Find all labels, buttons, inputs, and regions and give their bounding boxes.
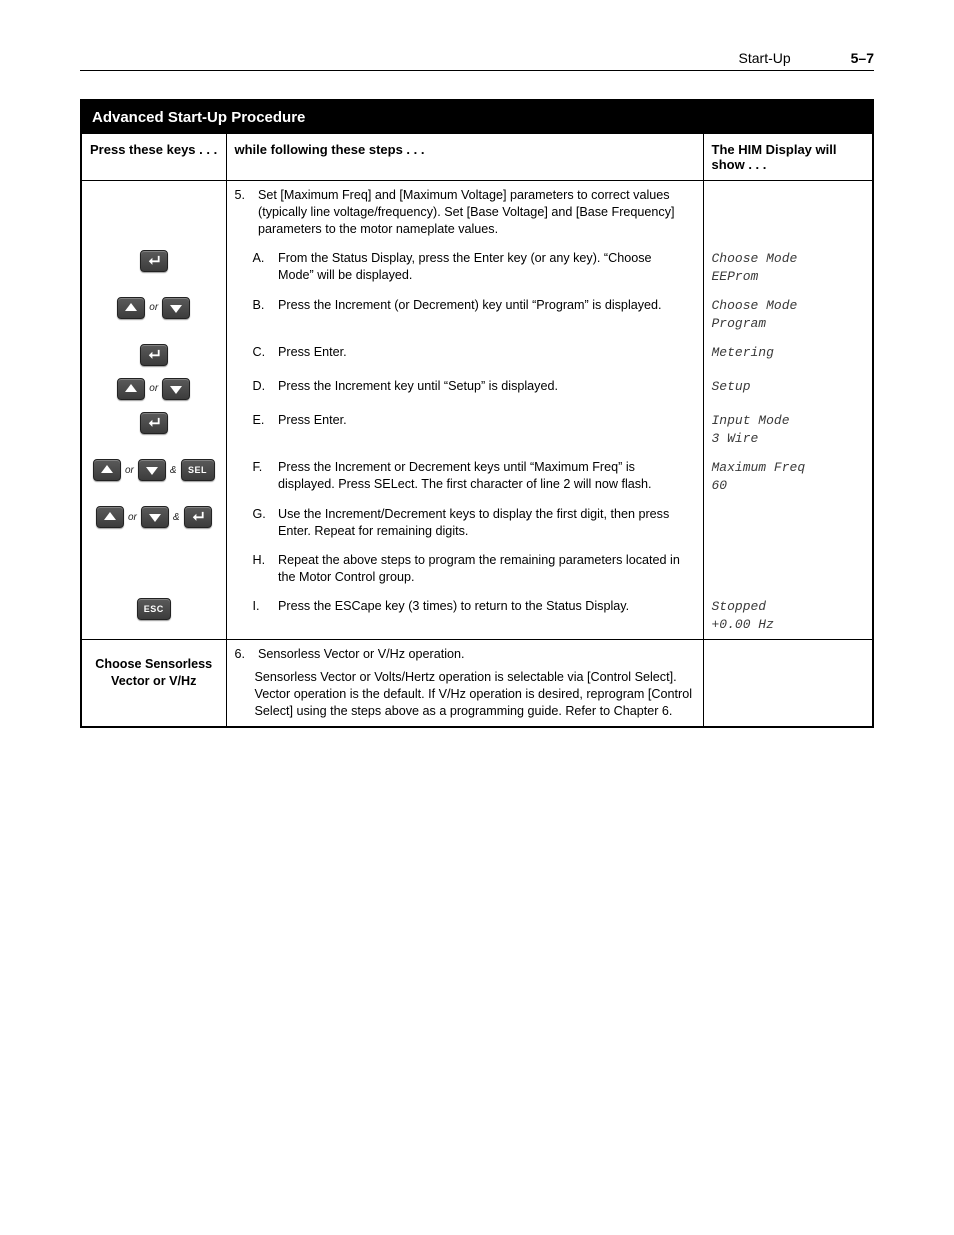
substep-text: Press Enter. [278,412,690,429]
substep-letter: A. [253,250,275,267]
step-intro-text: Set [Maximum Freq] and [Maximum Voltage]… [258,187,694,238]
up-key-icon [117,378,145,400]
table-header-row: Press these keys . . . while following t… [81,134,873,181]
step-number: 6. [235,646,255,663]
table-row: or D. Press the Increment key until “Set… [81,372,873,406]
down-key-icon [138,459,166,481]
manual-page: Start-Up 5–7 Advanced Start-Up Procedure… [0,0,954,778]
step-title: Sensorless Vector or V/Hz operation. [258,646,694,663]
sel-key-icon: SEL [181,459,215,481]
substep-letter: H. [253,552,275,569]
display-line: 3 Wire [712,430,865,448]
display-line: Metering [712,344,865,362]
choose-sensorless-label: Choose Sensorless Vector or V/Hz [90,656,218,690]
substep-text: Press the Increment (or Decrement) key u… [278,297,690,314]
substep-letter: B. [253,297,275,314]
key-group-up-down: or [90,297,218,319]
substep-text: Use the Increment/Decrement keys to disp… [278,506,690,540]
display-line: Program [712,315,865,333]
down-key-icon [141,506,169,528]
table-row: or B. Press the Increment (or Decrement)… [81,291,873,338]
enter-key-icon [140,412,168,434]
key-group-up-down: or [90,378,218,400]
substep-text: From the Status Display, press the Enter… [278,250,690,284]
enter-key-icon [184,506,212,528]
or-label: or [125,464,134,478]
header-page-number: 5–7 [851,50,874,66]
key-group-enter [90,344,218,366]
table-row: H. Repeat the above steps to program the… [81,546,873,592]
table-row: C. Press Enter. Metering [81,338,873,372]
display-line: Choose Mode [712,297,865,315]
table-row: ESC I. Press the ESCape key (3 times) to… [81,592,873,640]
table-row: or & G. Use the Increment/Decrement keys… [81,500,873,546]
key-group-up-down-sel: or & SEL [90,459,218,481]
or-label: or [128,511,137,525]
enter-key-icon [140,344,168,366]
substep-letter: I. [253,598,275,615]
display-line: EEProm [712,268,865,286]
down-key-icon [162,378,190,400]
up-key-icon [93,459,121,481]
enter-key-icon [140,250,168,272]
substep-letter: D. [253,378,275,395]
substep-text: Repeat the above steps to program the re… [278,552,690,586]
display-line: 60 [712,477,865,495]
display-line: Maximum Freq [712,459,865,477]
substep-letter: E. [253,412,275,429]
display-line: Input Mode [712,412,865,430]
col-header-display: The HIM Display will show . . . [703,134,873,181]
and-label: & [173,511,180,525]
col-header-steps: while following these steps . . . [226,134,703,181]
table-row: Choose Sensorless Vector or V/Hz 6. Sens… [81,640,873,728]
substep-text: Press Enter. [278,344,690,361]
substep-text: Press the Increment key until “Setup” is… [278,378,690,395]
table-row: A. From the Status Display, press the En… [81,244,873,291]
header-section: Start-Up [739,50,791,66]
and-label: & [170,464,177,478]
up-key-icon [117,297,145,319]
key-group-enter [90,250,218,272]
display-line: Setup [712,378,865,396]
display-line: +0.00 Hz [712,616,865,634]
or-label: or [149,301,158,315]
key-group-up-down-enter: or & [90,506,218,528]
table-row: or & SEL F. Press the Increment or Decre… [81,453,873,500]
display-line: Choose Mode [712,250,865,268]
step-number: 5. [235,187,255,204]
display-line: Stopped [712,598,865,616]
table-row: 5. Set [Maximum Freq] and [Maximum Volta… [81,181,873,245]
page-header: Start-Up 5–7 [80,50,874,71]
key-group-esc: ESC [90,598,218,620]
step-body: Sensorless Vector or Volts/Hertz operati… [255,669,695,720]
substep-text: Press the Increment or Decrement keys un… [278,459,690,493]
substep-letter: C. [253,344,275,361]
esc-key-icon: ESC [137,598,171,620]
table-row: E. Press Enter. Input Mode 3 Wire [81,406,873,453]
procedure-table: Advanced Start-Up Procedure Press these … [80,99,874,728]
col-header-keys: Press these keys . . . [81,134,226,181]
substep-letter: G. [253,506,275,523]
down-key-icon [162,297,190,319]
table-title-band: Advanced Start-Up Procedure [81,100,873,134]
key-group-enter [90,412,218,434]
or-label: or [149,382,158,396]
up-key-icon [96,506,124,528]
substep-text: Press the ESCape key (3 times) to return… [278,598,690,615]
substep-letter: F. [253,459,275,476]
